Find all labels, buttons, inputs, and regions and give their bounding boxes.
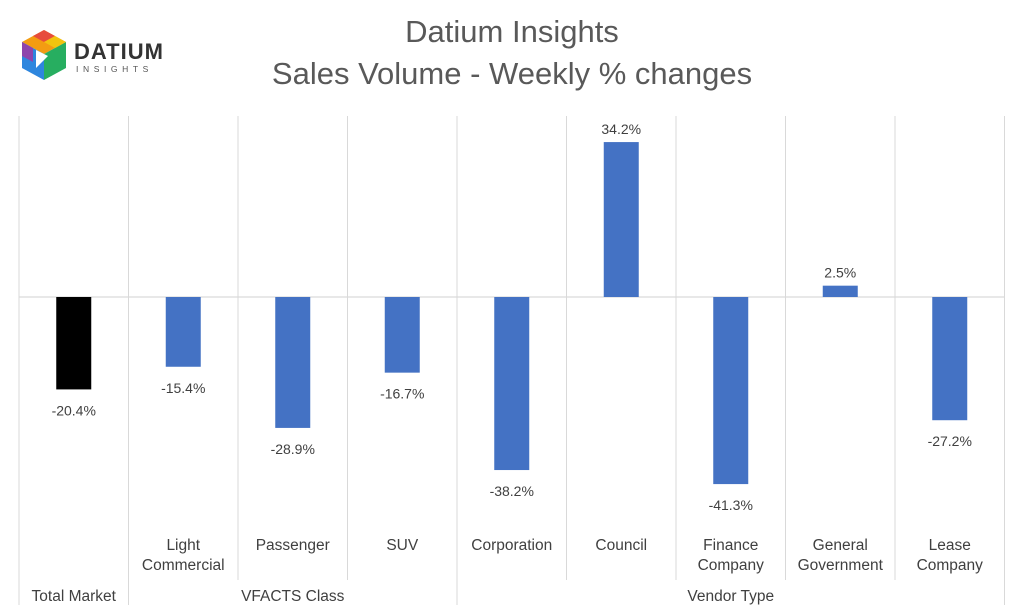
bar-5: [603, 142, 639, 297]
bar-8: [932, 297, 968, 421]
data-label-0: -20.4%: [52, 402, 96, 418]
data-label-8: -27.2%: [928, 433, 972, 449]
bar-7: [822, 285, 858, 297]
logo-wordmark: DATIUM: [74, 39, 164, 64]
category-label-1-1: Commercial: [142, 557, 225, 574]
logo-subtitle: INSIGHTS: [76, 64, 153, 74]
category-label-6-0: Finance: [703, 537, 758, 554]
category-label-7-1: Government: [798, 557, 884, 574]
group-label-2: Vendor Type: [687, 588, 774, 605]
category-label-0: Total Market: [32, 588, 117, 605]
chart-title-line-1: Datium Insights: [405, 14, 619, 49]
category-label-4: Corporation: [471, 537, 552, 554]
category-label-8-0: Lease: [929, 537, 971, 554]
group-label-1: VFACTS Class: [241, 588, 345, 605]
category-label-7-0: General: [813, 537, 868, 554]
data-label-7: 2.5%: [824, 265, 856, 281]
data-label-3: -16.7%: [380, 386, 424, 402]
category-label-6-1: Company: [698, 557, 765, 574]
bar-4: [494, 297, 530, 471]
datium-logo: DATIUM INSIGHTS: [18, 28, 168, 84]
data-label-4: -38.2%: [490, 483, 534, 499]
category-label-3: SUV: [386, 537, 419, 554]
category-label-8-1: Company: [917, 557, 984, 574]
data-label-2: -28.9%: [271, 441, 315, 457]
bar-0: [56, 297, 92, 390]
bar-1: [165, 297, 201, 367]
bar-2: [275, 297, 311, 428]
category-label-1-0: Light: [166, 537, 200, 554]
category-label-5: Council: [595, 537, 647, 554]
chart-title-line-2: Sales Volume - Weekly % changes: [271, 56, 753, 91]
bar-6: [713, 297, 749, 485]
data-label-6: -41.3%: [709, 497, 753, 513]
data-label-1: -15.4%: [161, 380, 205, 396]
category-label-2: Passenger: [256, 537, 330, 554]
datium-logo-icon: [22, 30, 66, 80]
bar-3: [384, 297, 420, 373]
data-label-5: 34.2%: [601, 121, 641, 137]
